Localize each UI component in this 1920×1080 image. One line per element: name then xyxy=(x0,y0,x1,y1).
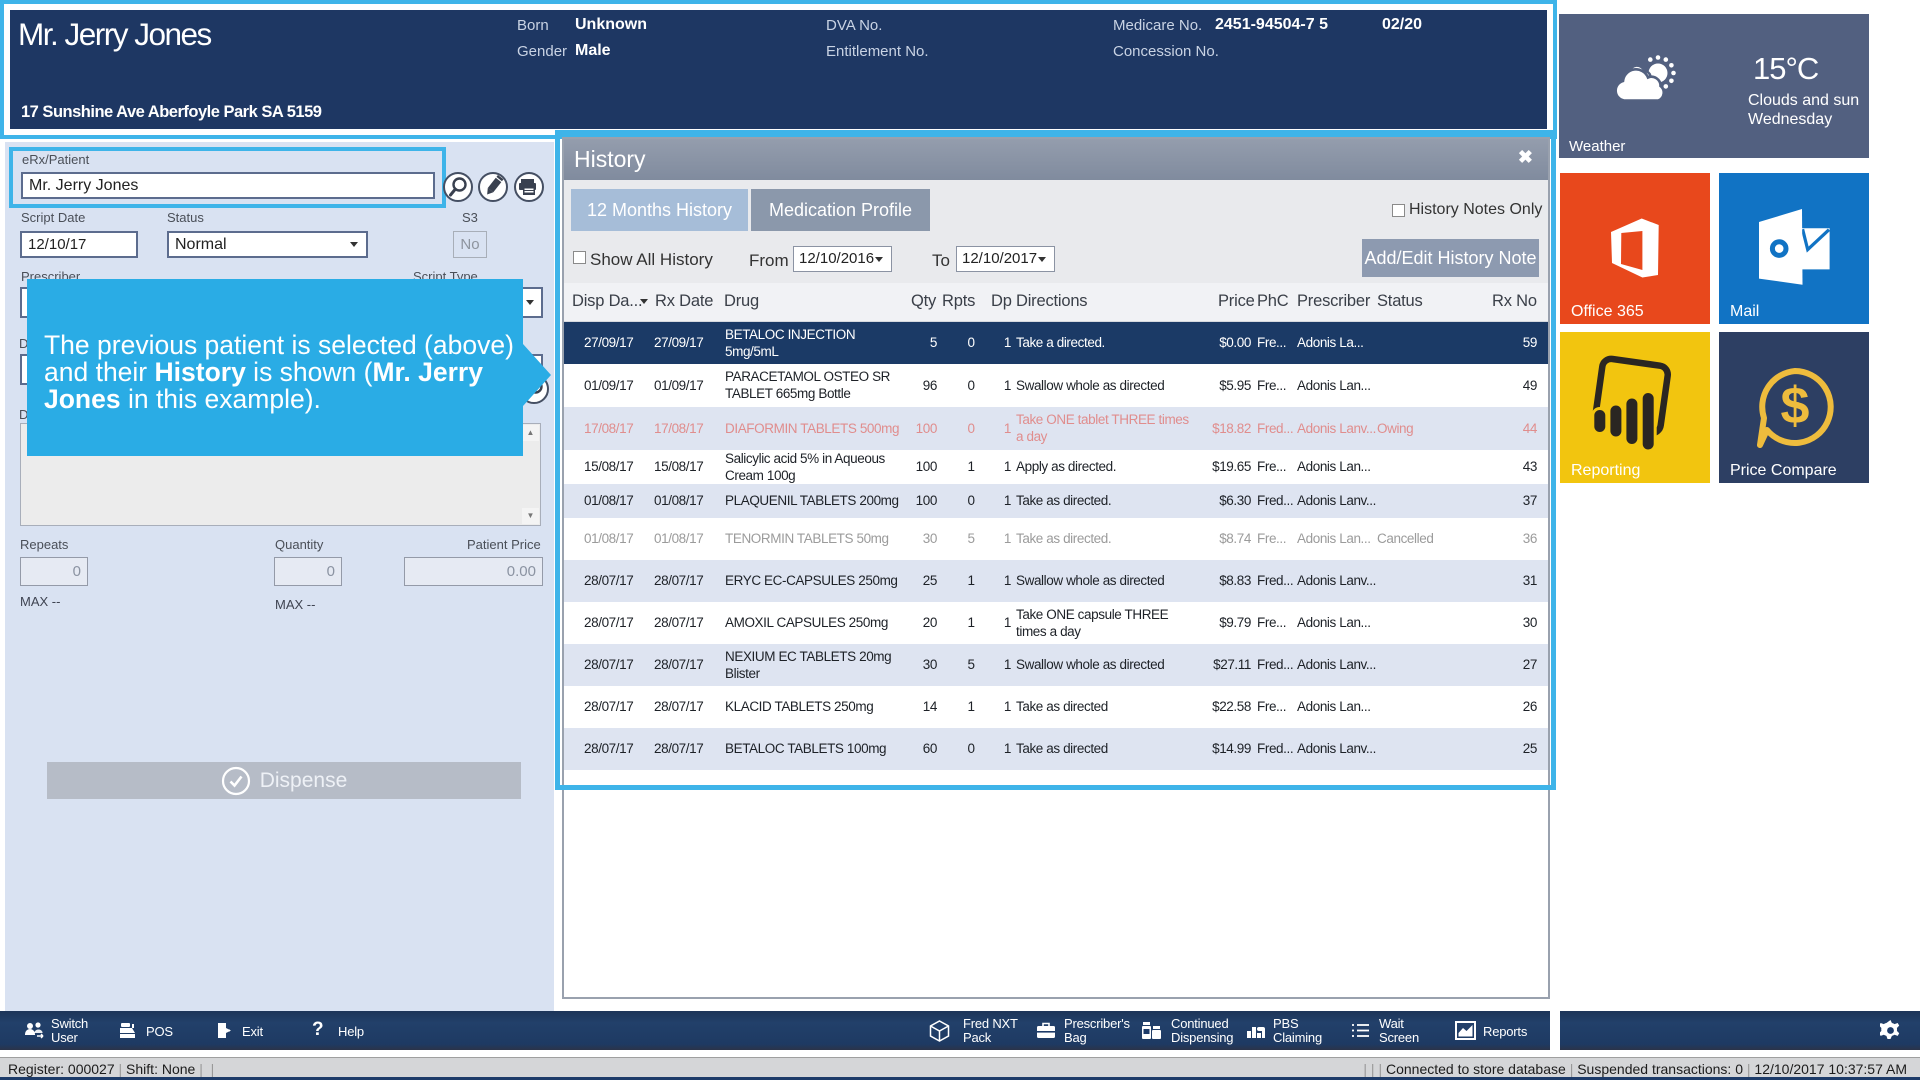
svg-text:$: $ xyxy=(1781,377,1810,435)
